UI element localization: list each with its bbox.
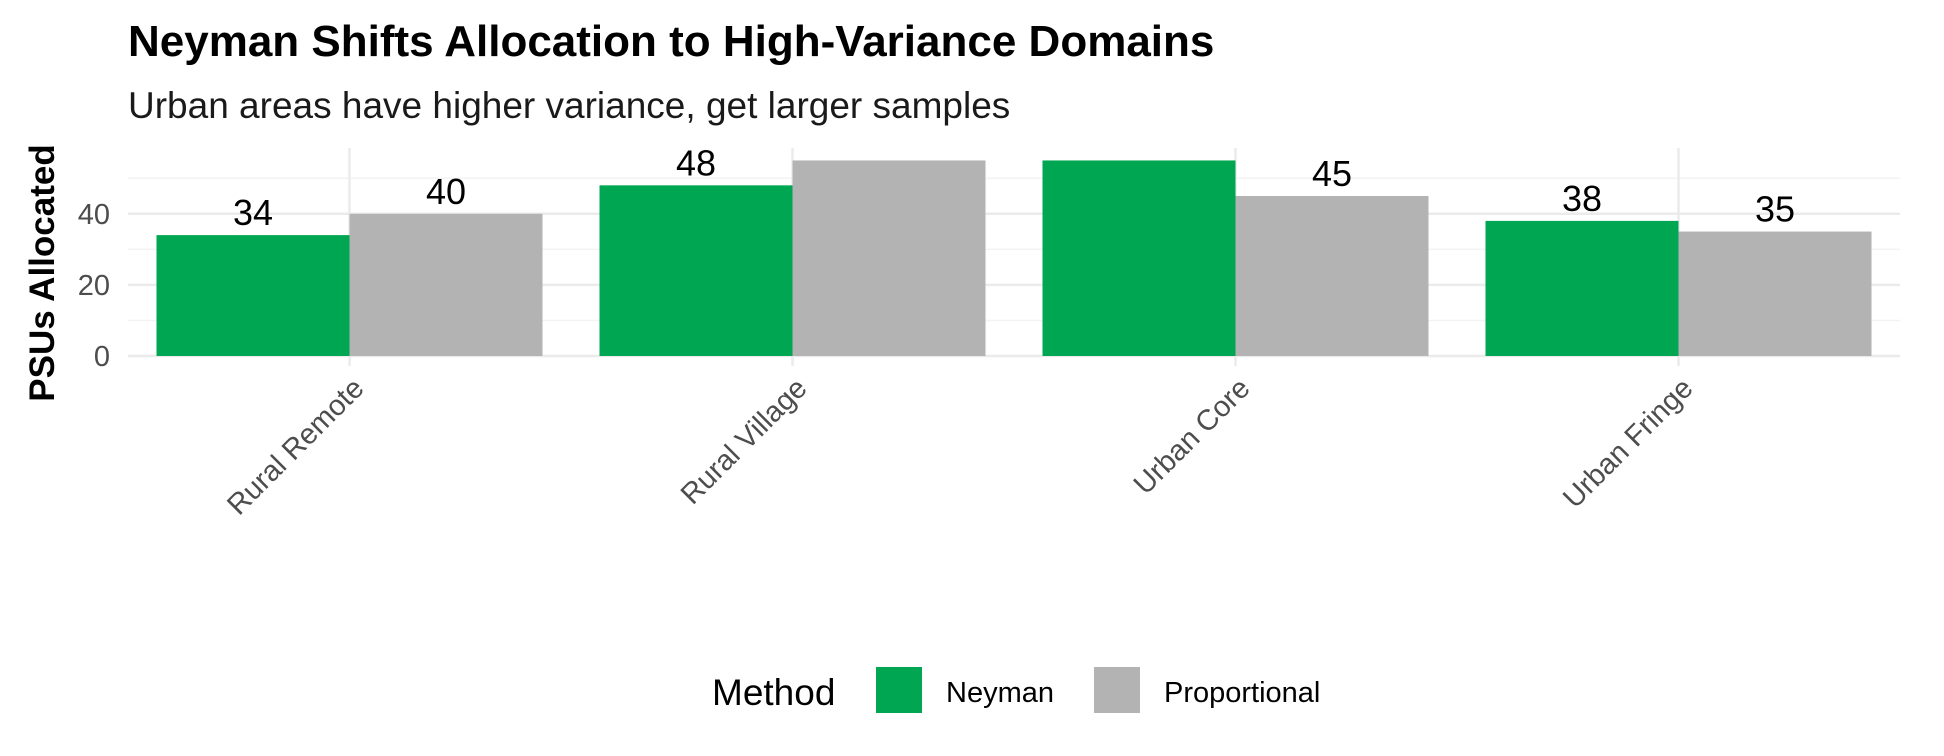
y-tick-label: 40 [78,199,110,231]
x-category-label: Rural Remote [221,372,370,521]
x-axis-categories: Rural Remote Rural Village Urban Core Urban… [221,372,1699,521]
bars [156,160,1872,356]
data-labels: 34 40 48 45 38 35 [128,124,1900,233]
x-category-label: Rural Village [675,372,814,511]
bar-proportional-urban-core [1235,196,1429,356]
data-label: 48 [676,142,716,183]
y-tick-label: 20 [78,270,110,302]
legend-swatch-neyman [876,667,922,713]
legend: Method Neyman Proportional [712,667,1320,713]
y-axis-label: PSUs Allocated [23,144,62,401]
bar-neyman-rural-village [599,185,793,356]
legend-label-proportional: Proportional [1164,677,1320,709]
y-tick-label: 0 [94,341,110,373]
data-label: 45 [1312,153,1352,194]
x-category-label: Urban Core [1128,372,1257,501]
data-label: 34 [233,192,273,233]
data-label: 40 [426,171,466,212]
data-label: 38 [1562,178,1602,219]
panel-top-mask [128,124,1900,146]
chart-title: Neyman Shifts Allocation to High-Varianc… [128,17,1214,66]
bar-proportional-urban-fringe [1678,231,1872,356]
bar-neyman-urban-fringe [1485,220,1679,356]
bar-neyman-urban-core [1042,160,1236,356]
bar-neyman-rural-remote [156,235,350,356]
bar-proportional-rural-village [792,160,986,356]
chart-subtitle: Urban areas have higher variance, get la… [128,85,1010,126]
y-axis-ticks: 0 20 40 [78,199,110,373]
legend-title: Method [712,672,835,713]
bar-proportional-rural-remote [349,213,543,356]
legend-swatch-proportional [1094,667,1140,713]
legend-label-neyman: Neyman [946,677,1054,709]
data-label: 35 [1755,189,1795,230]
x-category-label: Urban Fringe [1557,372,1699,514]
